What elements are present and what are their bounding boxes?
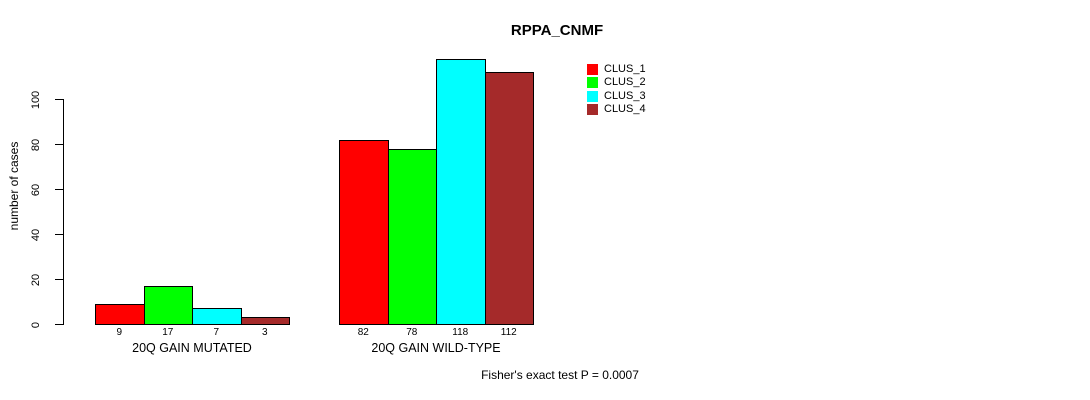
y-tick-label: 80 [30,138,42,151]
y-axis-line [63,99,64,325]
bar-clus_3-group2 [436,58,486,325]
legend-item: CLUS_3 [587,90,657,103]
bar-clus_2-group2 [387,148,437,325]
y-tick-label: 20 [30,273,42,286]
y-tick-label: 100 [30,90,42,109]
y-tick [55,279,63,280]
legend-swatch-clus_1 [587,64,598,75]
bar-value-label: 3 [261,327,268,338]
legend-label: CLUS_2 [604,76,646,89]
bar-value-label: 9 [116,327,123,338]
y-tick [55,99,63,100]
y-tick-label: 40 [30,228,42,241]
y-tick [55,144,63,145]
bar-value-label: 118 [452,327,469,338]
y-tick [55,234,63,235]
legend-label: CLUS_3 [604,89,646,102]
fisher-test-annotation: Fisher's exact test P = 0.0007 [481,368,639,382]
bar-value-label: 17 [162,327,174,338]
bar-value-label: 7 [213,327,220,338]
chart-title: RPPA_CNMF [510,22,604,39]
legend-label: CLUS_4 [604,103,646,116]
legend: CLUS_1 CLUS_2 CLUS_3 CLUS_4 [587,63,657,119]
y-tick [55,324,63,325]
y-tick [55,189,63,190]
legend-item: CLUS_1 [587,63,657,76]
legend-item: CLUS_4 [587,103,657,116]
bar-clus_3-group1 [192,308,242,325]
y-tick-label: 60 [30,183,42,196]
x-category-label: 20Q GAIN WILD-TYPE [371,341,501,355]
bar-value-label: 82 [357,327,369,338]
bar-clus_4-group1 [240,317,290,325]
bar-clus_2-group1 [143,285,193,325]
bar-clus_4-group2 [484,72,534,325]
legend-swatch-clus_3 [587,90,598,102]
bar-clus_1-group1 [95,303,145,325]
legend-swatch-clus_4 [587,104,598,116]
bar-value-label: 78 [406,327,418,338]
legend-item: CLUS_2 [587,76,657,89]
legend-label: CLUS_1 [604,63,646,75]
x-category-label: 20Q GAIN MUTATED [132,341,252,355]
bar-clus_1-group2 [339,139,389,325]
bar-value-label: 112 [500,327,517,338]
y-tick-label: 0 [30,321,42,328]
legend-swatch-clus_2 [587,77,598,89]
